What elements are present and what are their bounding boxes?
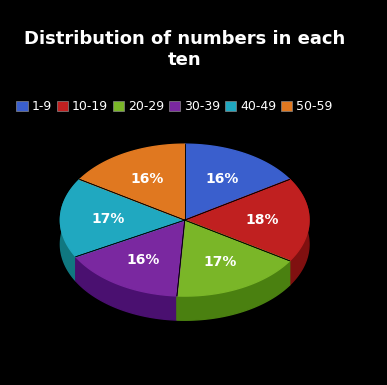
Text: 17%: 17%	[91, 212, 124, 226]
Text: 16%: 16%	[127, 253, 160, 267]
Text: 16%: 16%	[131, 172, 164, 186]
Polygon shape	[76, 257, 177, 320]
Polygon shape	[60, 179, 185, 257]
Polygon shape	[177, 261, 289, 320]
Polygon shape	[289, 179, 309, 285]
Polygon shape	[177, 220, 289, 296]
Text: 17%: 17%	[203, 255, 236, 269]
Text: Distribution of numbers in each
ten: Distribution of numbers in each ten	[24, 30, 345, 69]
Polygon shape	[76, 220, 185, 296]
Polygon shape	[185, 144, 289, 220]
Polygon shape	[60, 179, 80, 281]
Text: 16%: 16%	[205, 172, 238, 186]
Legend: 1-9, 10-19, 20-29, 30-39, 40-49, 50-59: 1-9, 10-19, 20-29, 30-39, 40-49, 50-59	[11, 95, 337, 118]
Polygon shape	[80, 144, 185, 220]
Ellipse shape	[60, 168, 309, 320]
Polygon shape	[185, 179, 309, 261]
Text: 18%: 18%	[245, 213, 279, 227]
